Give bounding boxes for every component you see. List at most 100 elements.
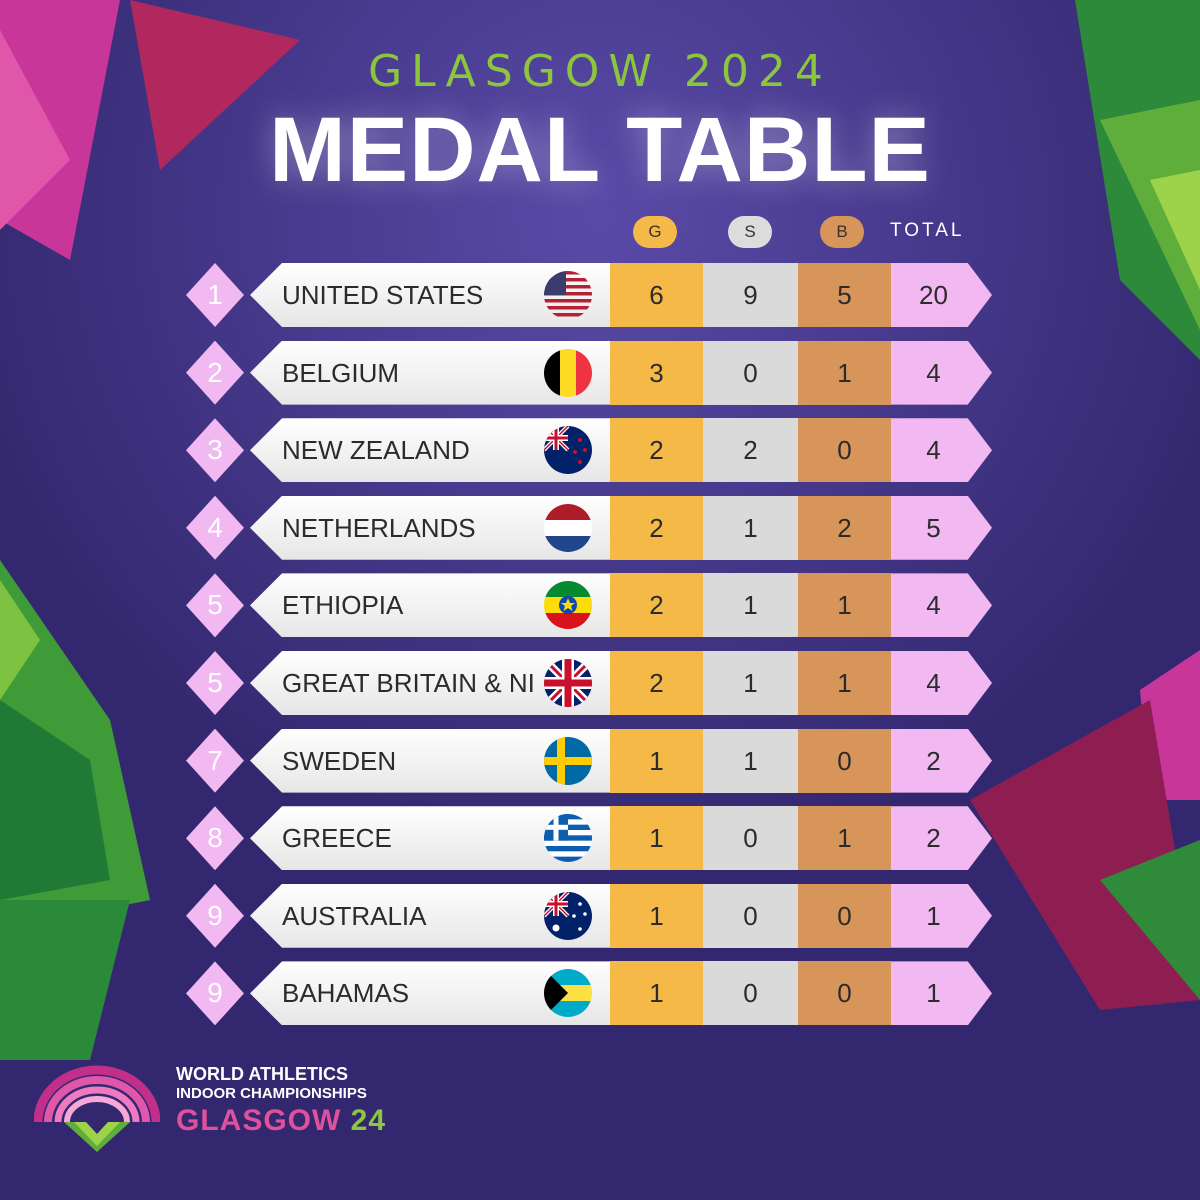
bronze-count: 1 [798, 340, 891, 405]
total-count: 1 [891, 961, 992, 1026]
silver-count: 0 [703, 961, 798, 1026]
page-title: MEDAL TABLE [269, 99, 931, 201]
silver-column-header: S [728, 216, 772, 248]
total-count: 4 [891, 573, 992, 638]
table-row: 8 GREECE 1 0 1 2 [0, 806, 1200, 871]
table-row: 2 BELGIUM 3 0 1 4 [0, 340, 1200, 405]
bahamas-flag-icon [544, 969, 592, 1018]
rank-badge: 8 [186, 806, 244, 871]
total-count: 2 [891, 728, 992, 793]
silver-count: 2 [703, 418, 798, 483]
rank-badge: 4 [186, 495, 244, 560]
table-row: 4 NETHERLANDS 2 1 2 5 [0, 495, 1200, 560]
table-row: 3 NEW ZEALAND 2 2 0 4 [0, 418, 1200, 483]
gold-count: 6 [610, 263, 703, 327]
greece-flag-icon [544, 814, 592, 863]
country-name: SWEDEN [282, 745, 397, 776]
silver-count: 0 [703, 883, 798, 948]
country-name: BAHAMAS [282, 978, 410, 1009]
table-row: 9 AUSTRALIA 1 0 0 1 [0, 883, 1200, 948]
silver-count: 1 [703, 651, 798, 715]
logo-line-2: INDOOR CHAMPIONSHIPS [176, 1085, 367, 1102]
logo-line-1: WORLD ATHLETICS [176, 1064, 348, 1084]
belgium-flag-icon [544, 348, 592, 397]
uk-flag-icon [544, 659, 592, 707]
rank-badge: 5 [186, 651, 244, 715]
rank-badge: 9 [186, 961, 244, 1026]
country-name: UNITED STATES [282, 280, 484, 310]
gold-count: 2 [610, 495, 703, 560]
rank-number: 7 [207, 744, 223, 776]
gold-count: 2 [610, 573, 703, 638]
silver-count: 9 [703, 263, 798, 327]
rank-number: 3 [207, 434, 223, 466]
bronze-count: 0 [798, 728, 891, 793]
rank-number: 8 [207, 822, 223, 854]
rank-number: 4 [207, 511, 223, 543]
silver-count: 0 [703, 806, 798, 871]
rank-number: 5 [207, 667, 223, 698]
table-row: 5 ETHIOPIA 2 1 1 4 [0, 573, 1200, 638]
gold-count: 3 [610, 340, 703, 405]
australia-flag-icon [544, 891, 592, 940]
bronze-count: 5 [798, 263, 891, 327]
silver-count: 1 [703, 573, 798, 638]
country-name: GREAT BRITAIN & NI [282, 668, 535, 698]
country-name: GREECE [282, 823, 392, 854]
gold-count: 1 [610, 728, 703, 793]
rank-number: 2 [207, 356, 223, 388]
ethiopia-flag-icon [544, 581, 592, 630]
silver-count: 1 [703, 728, 798, 793]
bronze-count: 1 [798, 806, 891, 871]
gold-count: 1 [610, 806, 703, 871]
total-count: 20 [891, 263, 992, 327]
bronze-count: 0 [798, 961, 891, 1026]
total-count: 2 [891, 806, 992, 871]
bronze-count: 1 [798, 651, 891, 715]
gold-count: 2 [610, 651, 703, 715]
table-row: 1 UNITED STATES 6 9 5 20 [0, 263, 1200, 327]
bronze-count: 1 [798, 573, 891, 638]
gold-column-header: G [633, 216, 677, 248]
rank-badge: 5 [186, 573, 244, 638]
subtitle: GLASGOW 2024 [368, 46, 832, 97]
country-name: NEW ZEALAND [282, 435, 470, 466]
total-count: 1 [891, 883, 992, 948]
country-name: BELGIUM [282, 357, 400, 388]
country-name: ETHIOPIA [282, 590, 404, 621]
bronze-count: 2 [798, 495, 891, 560]
total-count: 4 [891, 340, 992, 405]
gold-count: 2 [610, 418, 703, 483]
table-row: 7 SWEDEN 1 1 0 2 [0, 728, 1200, 793]
netherlands-flag-icon [544, 503, 592, 552]
gold-count: 1 [610, 883, 703, 948]
total-count: 4 [891, 651, 992, 715]
new-zealand-flag-icon [544, 426, 592, 475]
rank-badge: 9 [186, 883, 244, 948]
silver-count: 1 [703, 495, 798, 560]
rank-number: 9 [207, 977, 223, 1009]
rank-number: 5 [207, 589, 223, 621]
sweden-flag-icon [544, 736, 592, 785]
championships-logo [34, 1065, 160, 1152]
country-name: NETHERLANDS [282, 512, 476, 543]
rank-number: 9 [207, 899, 223, 931]
rank-badge: 1 [186, 263, 244, 327]
logo-line-3: GLASGOW 24 [176, 1104, 387, 1137]
total-count: 5 [891, 495, 992, 560]
rank-badge: 2 [186, 340, 244, 405]
total-count: 4 [891, 418, 992, 483]
bronze-column-header: B [820, 216, 864, 248]
table-row: 9 BAHAMAS 1 0 0 1 [0, 961, 1200, 1026]
country-name: AUSTRALIA [282, 900, 427, 931]
gold-count: 1 [610, 961, 703, 1026]
rank-badge: 7 [186, 728, 244, 793]
us-flag-icon [544, 271, 592, 319]
total-column-header: TOTAL [890, 220, 965, 241]
bronze-count: 0 [798, 883, 891, 948]
bronze-count: 0 [798, 418, 891, 483]
rank-number: 1 [207, 279, 223, 310]
table-row: 5 GREAT BRITAIN & NI 2 1 1 4 [0, 651, 1200, 715]
rank-badge: 3 [186, 418, 244, 483]
silver-count: 0 [703, 340, 798, 405]
